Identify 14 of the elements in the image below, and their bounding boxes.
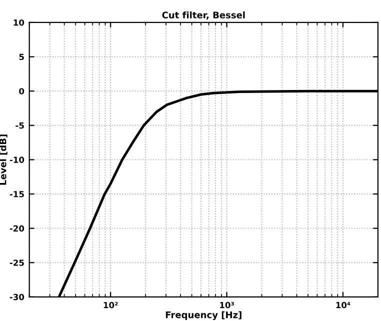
y-tick-label: 0: [19, 88, 24, 94]
x-tick-label: 10⁴: [336, 302, 350, 308]
y-tick-label: -10: [10, 156, 24, 163]
y-tick-label: -20: [10, 225, 24, 232]
x-axis-title: Frequency [Hz]: [166, 311, 242, 320]
chart-title: Cut filter, Bessel: [162, 11, 245, 20]
y-tick-label: 5: [19, 54, 24, 60]
y-tick-label: 10: [14, 19, 24, 26]
y-tick-label: -5: [16, 122, 24, 129]
y-tick-label: -15: [10, 191, 24, 198]
x-tick-label: 10³: [220, 302, 234, 308]
y-tick-label: -30: [10, 294, 24, 300]
x-tick-label: 10²: [104, 302, 118, 308]
y-tick-label: -25: [10, 260, 24, 266]
